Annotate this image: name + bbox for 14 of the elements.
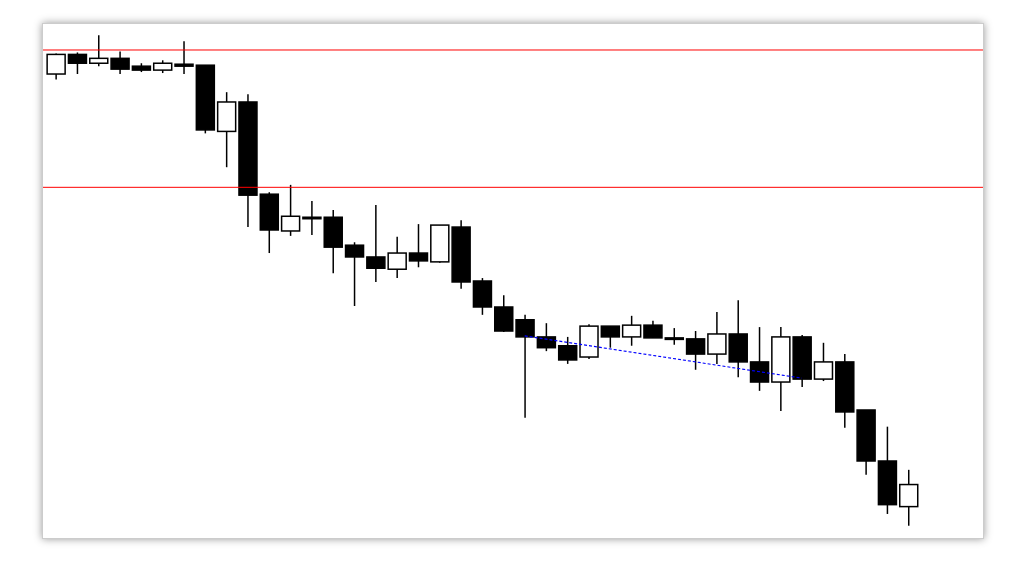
candlestick <box>280 184 301 237</box>
candlestick <box>557 336 578 365</box>
candlestick <box>685 330 706 371</box>
candlestick <box>408 223 429 269</box>
candlestick <box>621 315 642 347</box>
candlestick <box>344 241 365 307</box>
candlestick <box>898 469 919 527</box>
candlestick <box>813 342 834 382</box>
candlestick <box>536 322 557 352</box>
candlestick <box>600 325 621 349</box>
candlestick <box>174 40 194 75</box>
candlestick <box>46 52 66 81</box>
candlestick <box>749 326 770 392</box>
candlestick <box>67 51 88 75</box>
